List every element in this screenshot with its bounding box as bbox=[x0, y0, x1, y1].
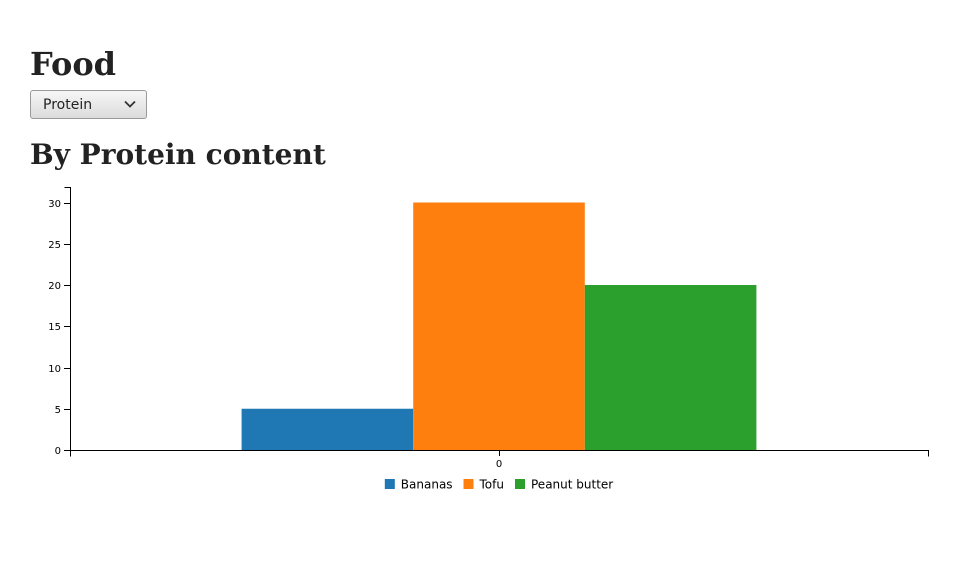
legend-item: Tofu bbox=[463, 478, 504, 492]
y-axis: 0 5 10 15 20 25 30 bbox=[48, 187, 71, 457]
legend: Bananas Tofu Peanut butter bbox=[384, 478, 613, 492]
y-tick-label: 15 bbox=[48, 322, 61, 333]
legend-label: Peanut butter bbox=[531, 478, 613, 492]
page-title: Food bbox=[30, 45, 117, 83]
legend-item: Bananas bbox=[384, 478, 453, 492]
bar-tofu bbox=[413, 202, 585, 450]
y-axis-line bbox=[64, 187, 71, 451]
legend-label: Bananas bbox=[401, 478, 453, 492]
y-tick-label: 30 bbox=[48, 199, 61, 210]
chevron-down-icon bbox=[124, 100, 136, 108]
legend-swatch bbox=[384, 479, 395, 489]
legend-item: Peanut butter bbox=[515, 478, 613, 492]
bar-peanut-butter bbox=[584, 285, 757, 450]
y-tick-label: 20 bbox=[48, 281, 61, 292]
bars bbox=[241, 202, 757, 450]
x-axis: 0 bbox=[70, 450, 929, 470]
legend-swatch bbox=[515, 479, 525, 489]
x-tick-label: 0 bbox=[496, 459, 502, 470]
y-axis-ticks: 0 5 10 15 20 25 30 bbox=[48, 199, 70, 457]
x-axis-ticks: 0 bbox=[496, 450, 502, 470]
legend-label: Tofu bbox=[479, 478, 504, 492]
y-tick-label: 5 bbox=[55, 405, 61, 416]
chart-title: By Protein content bbox=[30, 138, 326, 171]
y-tick-label: 0 bbox=[55, 446, 61, 457]
y-tick-label: 10 bbox=[48, 364, 61, 375]
y-tick-label: 25 bbox=[48, 240, 61, 251]
nutrient-select-value: Protein bbox=[43, 97, 93, 113]
legend-swatch bbox=[463, 479, 474, 489]
bar-bananas bbox=[241, 408, 414, 450]
nutrient-select[interactable]: Protein bbox=[30, 90, 147, 119]
